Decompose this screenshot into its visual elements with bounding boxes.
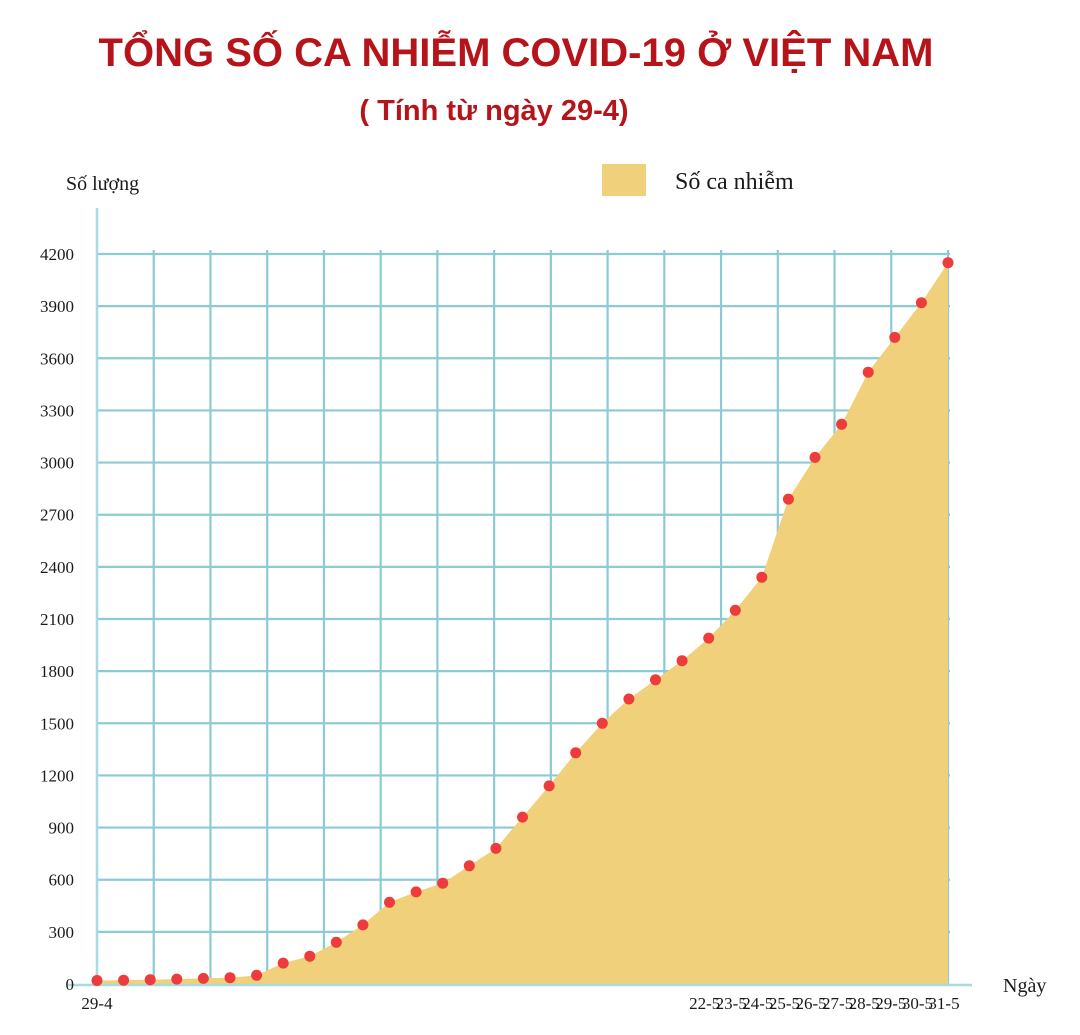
- y-tick-labels: 0 300 600 900 1200 1500 1800 2100 2400 2700 3000 33…: [40, 245, 74, 994]
- x-tick-label-10: 31-5: [928, 994, 959, 1013]
- data-point-10: [357, 919, 369, 931]
- data-point-20: [623, 693, 635, 705]
- data-point-6: [251, 969, 263, 981]
- y-tick-label-14: 4200: [40, 245, 74, 264]
- data-point-23: [703, 632, 715, 644]
- x-tick-label-4: 25-5: [769, 994, 800, 1013]
- x-tick-label-7: 28-5: [849, 994, 880, 1013]
- y-tick-label-6: 1800: [40, 662, 74, 681]
- x-tick-labels: 29-4 22-523-524-525-526-527-528-529-530-5…: [81, 994, 959, 1013]
- data-point-25: [756, 571, 768, 583]
- y-tick-label-2: 600: [49, 871, 75, 890]
- area-layer: [97, 262, 948, 984]
- y-tick-label-7: 2100: [40, 610, 74, 629]
- data-point-12: [410, 886, 422, 898]
- data-point-26: [782, 493, 794, 505]
- y-tick-label-9: 2700: [40, 506, 74, 525]
- data-point-22: [676, 655, 688, 667]
- y-axis-label: Số lượng: [66, 173, 139, 195]
- data-point-9: [330, 936, 342, 948]
- data-point-28: [836, 418, 848, 430]
- y-tick-label-1: 300: [49, 923, 75, 942]
- data-point-2: [144, 974, 156, 986]
- data-point-1: [118, 974, 130, 986]
- data-point-5: [224, 972, 236, 984]
- y-tick-label-8: 2400: [40, 558, 74, 577]
- y-tick-label-3: 900: [49, 819, 75, 838]
- chart-title: TỔNG SỐ CA NHIỄM COVID-19 Ở VIỆT NAM: [99, 28, 934, 75]
- data-point-32: [942, 257, 954, 269]
- y-tick-label-12: 3600: [40, 349, 74, 368]
- x-tick-label-9: 30-5: [902, 994, 933, 1013]
- x-tick-label-6: 27-5: [822, 994, 853, 1013]
- y-tick-label-11: 3300: [40, 401, 74, 420]
- data-point-24: [729, 604, 741, 616]
- legend-label: Số ca nhiễm: [675, 169, 794, 195]
- x-tick-label-3: 24-5: [742, 994, 773, 1013]
- data-point-30: [889, 331, 901, 343]
- y-tick-label-13: 3900: [40, 297, 74, 316]
- legend: Số ca nhiễm: [602, 164, 794, 196]
- data-point-16: [517, 811, 528, 823]
- x-tick-label-5: 26-5: [795, 994, 826, 1013]
- area-series-so-ca-nhiem: [97, 262, 948, 984]
- data-point-21: [650, 674, 661, 686]
- data-point-7: [277, 957, 289, 969]
- legend-swatch: [602, 164, 646, 196]
- data-point-18: [570, 747, 582, 759]
- data-point-0: [91, 975, 103, 986]
- data-point-3: [171, 973, 183, 985]
- x-axis-label: Ngày: [1003, 975, 1046, 997]
- data-point-15: [490, 842, 502, 854]
- data-point-17: [543, 780, 555, 792]
- x-tick-label-8: 29-5: [875, 994, 906, 1013]
- x-tick-label-2: 23-5: [716, 994, 747, 1013]
- data-point-13: [437, 877, 449, 889]
- data-point-11: [384, 896, 395, 908]
- data-point-14: [463, 860, 475, 872]
- y-tick-label-5: 1500: [40, 714, 74, 733]
- data-point-8: [304, 950, 316, 962]
- axes: [68, 208, 972, 987]
- x-tick-label-1: 22-5: [689, 994, 720, 1013]
- data-point-31: [915, 297, 927, 309]
- chart-subtitle: ( Tính từ ngày 29-4): [359, 95, 628, 127]
- data-point-29: [862, 366, 874, 378]
- y-tick-label-10: 3000: [40, 454, 74, 473]
- y-tick-label-0: 0: [66, 975, 75, 994]
- data-point-19: [596, 717, 608, 729]
- x-tick-label-0: 29-4: [81, 994, 113, 1013]
- y-tick-label-4: 1200: [40, 766, 74, 785]
- data-point-27: [809, 451, 821, 463]
- data-point-4: [197, 972, 209, 984]
- data-points: [91, 257, 954, 986]
